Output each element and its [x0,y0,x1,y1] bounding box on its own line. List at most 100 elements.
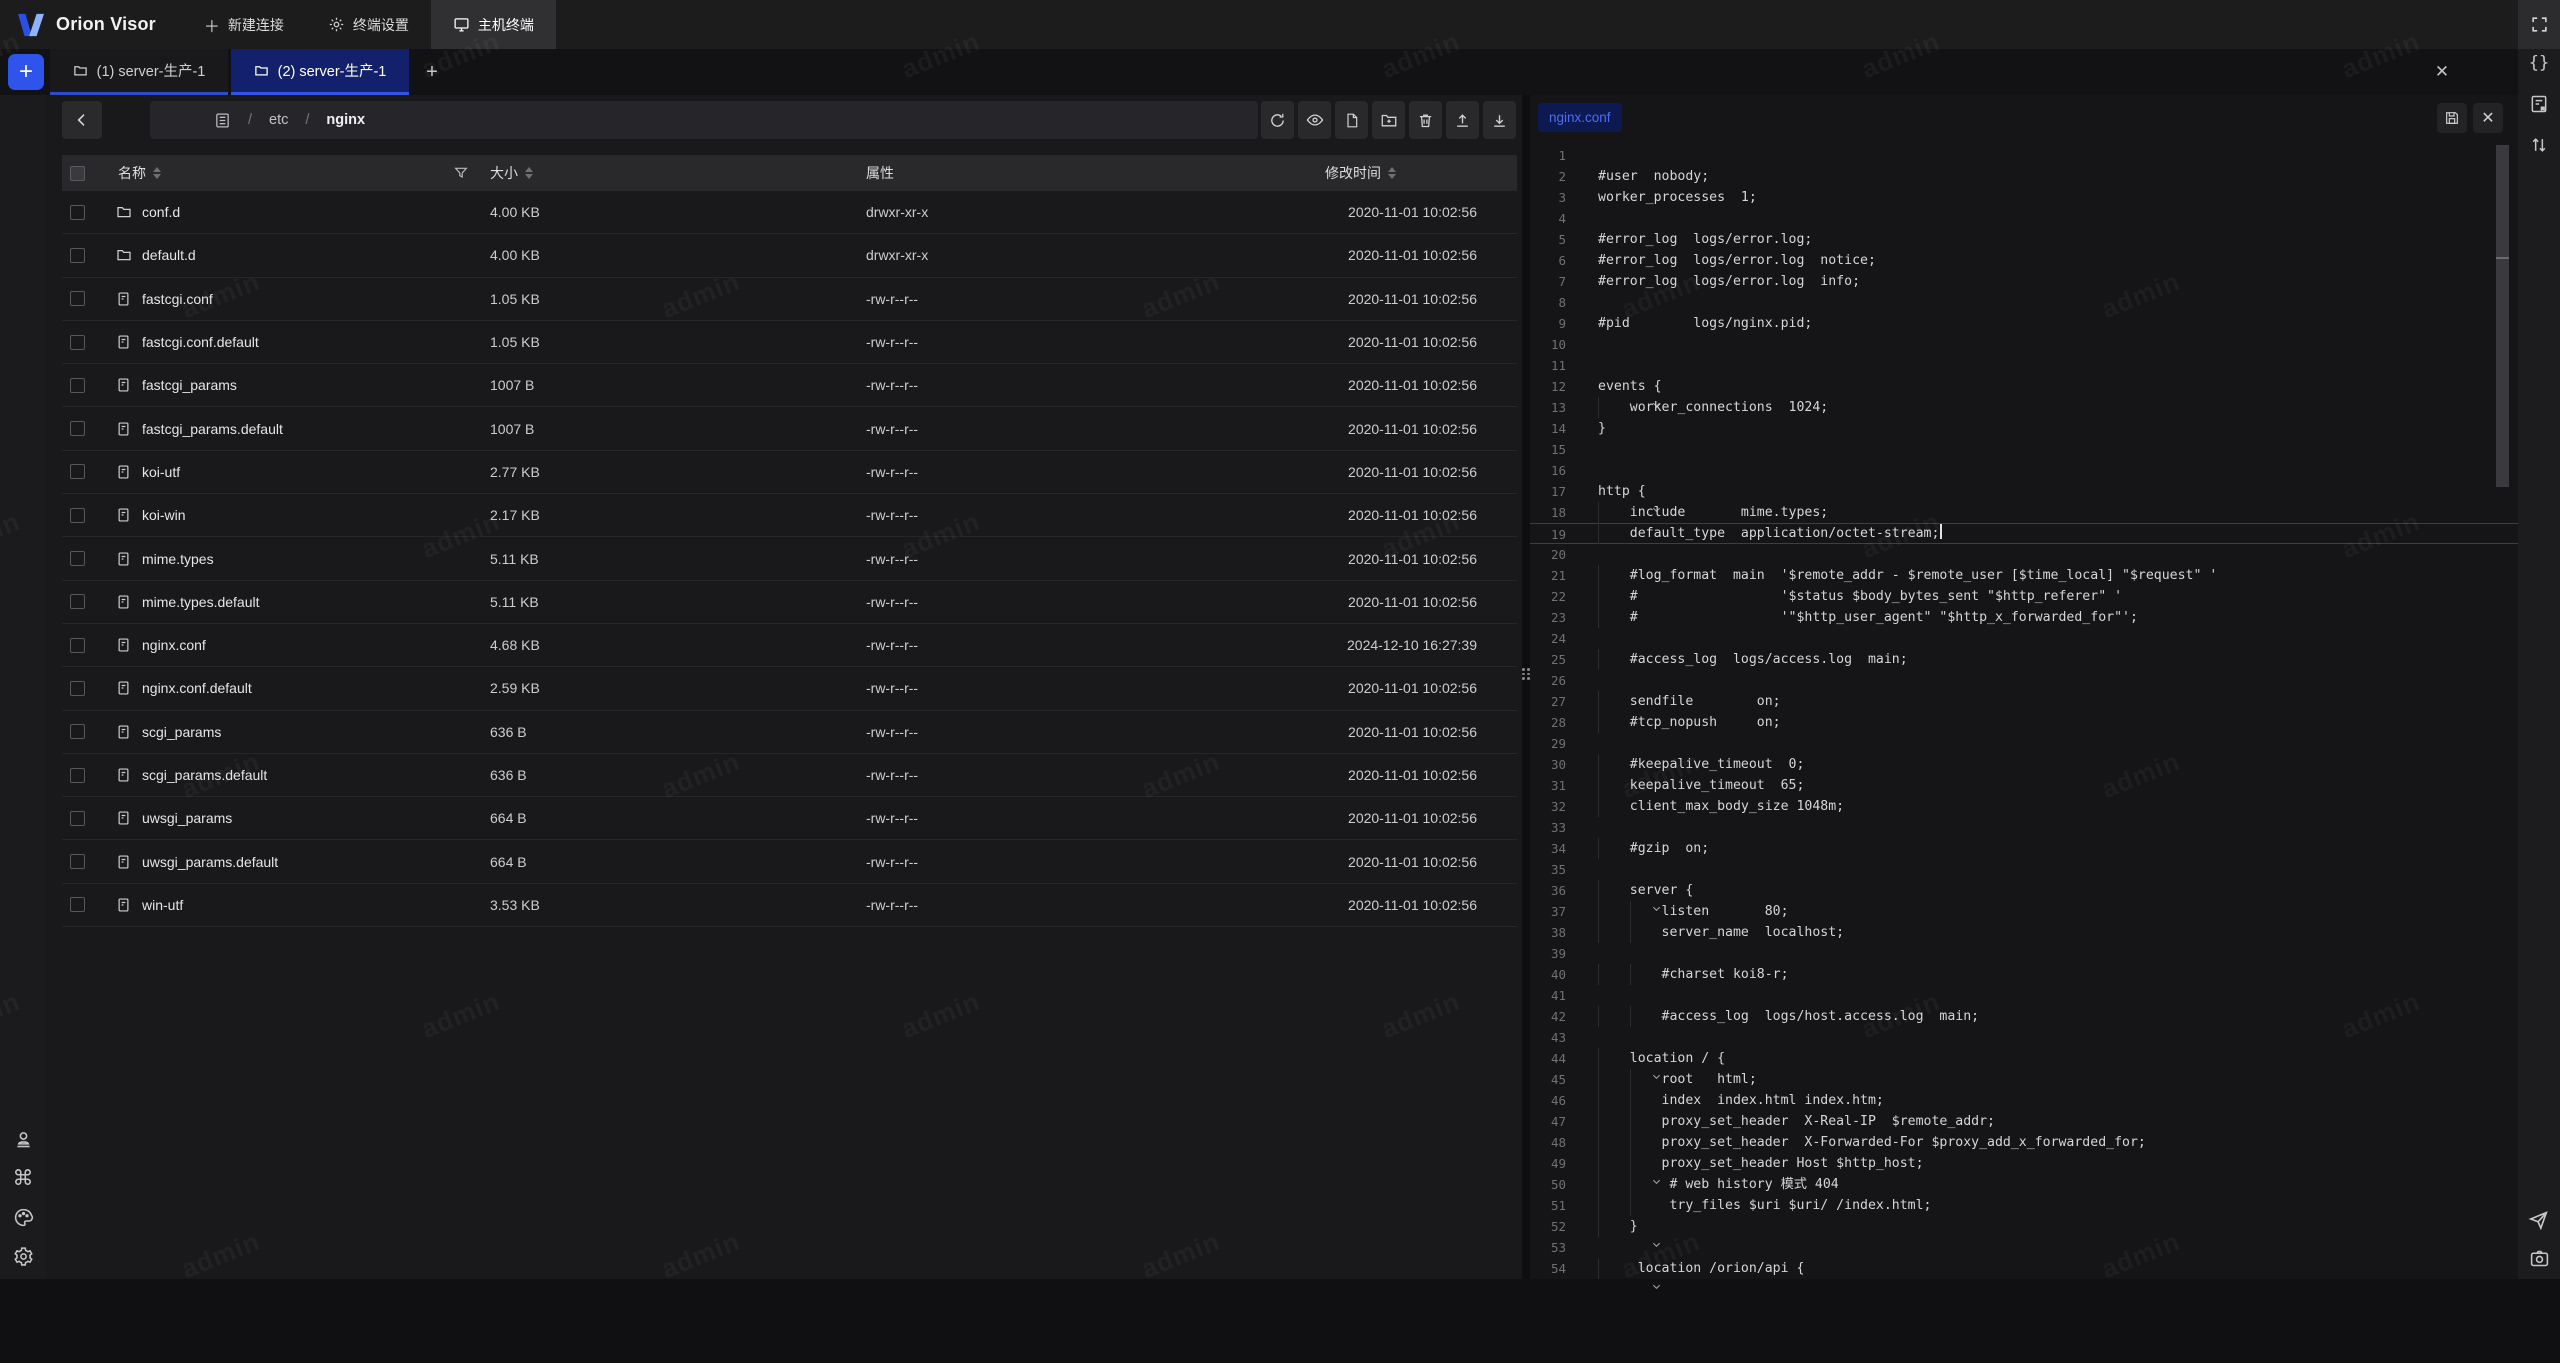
braces-icon[interactable]: {} [2528,53,2550,73]
code-line[interactable]: 10 [1530,334,2518,355]
filter-funnel-icon[interactable] [453,155,469,191]
terminal-tab[interactable]: (2) server-生产-1 [231,49,409,95]
code-line[interactable]: 32 client_max_body_size 1048m; [1530,796,2518,817]
add-tab-button[interactable]: + [426,60,438,83]
code-line[interactable]: 26 [1530,670,2518,691]
code-line[interactable]: 49 proxy_set_header Host $http_host; [1530,1153,2518,1185]
save-icon[interactable] [2437,103,2467,133]
file-row[interactable]: uwsgi_params.default 664 B -rw-r--r-- 20… [62,840,1517,884]
code-line[interactable]: 5 #error_log logs/error.log; [1530,229,2518,250]
row-checkbox[interactable] [70,321,85,363]
code-line[interactable]: 31 keepalive_timeout 65; [1530,775,2518,796]
code-line[interactable]: 11 [1530,355,2518,376]
menu-item-new-connection[interactable]: ＋ 新建连接 [182,0,306,49]
code-line[interactable]: 8 [1530,292,2518,313]
screenshot-camera-icon[interactable] [2529,1248,2550,1269]
terminal-tab[interactable]: (1) server-生产-1 [50,49,228,95]
code-line[interactable]: 53 [1530,1237,2518,1258]
preview-eye-button[interactable] [1298,101,1331,139]
send-plane-icon[interactable] [2528,1208,2550,1230]
editor-code-area[interactable]: 1 2 #user nobody; 3 worker_processes 1; … [1530,145,2518,1290]
file-name[interactable]: uwsgi_params [142,810,233,827]
code-line[interactable]: 30 #keepalive_timeout 0; [1530,754,2518,775]
file-name[interactable]: nginx.conf [142,637,206,654]
row-checkbox[interactable] [70,191,85,233]
row-checkbox[interactable] [70,364,85,406]
code-line[interactable]: 14 } [1530,418,2518,439]
upload-button[interactable] [1446,101,1479,139]
code-line[interactable]: 13 worker_connections 1024; [1530,397,2518,418]
code-line[interactable]: 37 listen 80; [1530,901,2518,922]
code-line[interactable]: 17 http { [1530,481,2518,513]
row-checkbox[interactable] [70,234,85,276]
code-line[interactable]: 9 #pid logs/nginx.pid; [1530,313,2518,334]
file-row[interactable]: scgi_params.default 636 B -rw-r--r-- 202… [62,754,1517,798]
code-line[interactable]: 20 [1530,544,2518,565]
code-line[interactable]: 52 } [1530,1216,2518,1248]
file-name[interactable]: mime.types.default [142,593,260,610]
menu-item-terminal-settings[interactable]: 终端设置 [306,0,431,49]
row-checkbox[interactable] [70,451,85,493]
fold-chevron-icon[interactable] [1572,879,1661,942]
file-row[interactable]: scgi_params 636 B -rw-r--r-- 2020-11-01 … [62,711,1517,754]
file-name[interactable]: default.d [142,247,196,264]
row-checkbox[interactable] [70,711,85,753]
palette-icon[interactable] [13,1207,34,1228]
file-row[interactable]: default.d 4.00 KB drwxr-xr-x 2020-11-01 … [62,234,1517,278]
fold-chevron-icon[interactable] [1572,1152,1661,1215]
sort-size-icon[interactable] [525,167,533,179]
file-name[interactable]: scgi_params.default [142,767,268,783]
fold-chevron-icon[interactable] [1572,480,1661,543]
fold-chevron-icon[interactable] [1572,1047,1661,1110]
row-checkbox[interactable] [70,624,85,666]
code-line[interactable]: 54 location /orion/api { [1530,1258,2518,1290]
new-folder-button[interactable] [1372,101,1405,139]
file-name[interactable]: fastcgi_params [142,377,237,394]
code-line[interactable]: 12 events { [1530,376,2518,408]
file-row[interactable]: mime.types 5.11 KB -rw-r--r-- 2020-11-01… [62,537,1517,581]
file-name[interactable]: nginx.conf.default [142,680,252,697]
code-line[interactable]: 24 [1530,628,2518,649]
editor-scrollbar-thumb[interactable] [2496,145,2509,487]
file-name[interactable]: scgi_params [142,723,222,740]
code-line[interactable]: 44 location / { [1530,1048,2518,1080]
row-checkbox[interactable] [70,667,85,709]
code-line[interactable]: 36 server { [1530,880,2518,912]
row-checkbox[interactable] [70,797,85,839]
code-line[interactable]: 46 index index.html index.htm; [1530,1090,2518,1111]
fold-chevron-icon[interactable] [1572,375,1661,438]
column-header-name[interactable]: 名称 [118,165,146,181]
user-icon[interactable] [13,1129,34,1150]
code-line[interactable]: 2 #user nobody; [1530,166,2518,187]
code-line[interactable]: 6 #error_log logs/error.log notice; [1530,250,2518,271]
code-line[interactable]: 7 #error_log logs/error.log info; [1530,271,2518,292]
code-line[interactable]: 41 [1530,985,2518,1006]
new-file-button[interactable] [1335,101,1368,139]
fold-chevron-icon[interactable] [1572,1215,1661,1278]
code-line[interactable]: 42 #access_log logs/host.access.log main… [1530,1006,2518,1027]
file-row[interactable]: fastcgi_params 1007 B -rw-r--r-- 2020-11… [62,364,1517,408]
refresh-button[interactable] [1261,101,1294,139]
breadcrumb[interactable]: / etc / nginx [150,101,1258,139]
fold-chevron-icon[interactable] [1572,1257,1661,1320]
download-button[interactable] [1483,101,1516,139]
code-line[interactable]: 39 [1530,943,2518,964]
file-name[interactable]: koi-win [142,507,186,524]
row-checkbox[interactable] [70,754,85,796]
menu-item-host-terminal[interactable]: 主机终端 [430,0,556,49]
code-line[interactable]: 48 proxy_set_header X-Forwarded-For $pro… [1530,1132,2518,1153]
breadcrumb-segment[interactable]: etc [269,112,289,128]
file-row[interactable]: conf.d 4.00 KB drwxr-xr-x 2020-11-01 10:… [62,191,1517,235]
code-line[interactable]: 51 try_files $uri $uri/ /index.html; [1530,1195,2518,1216]
code-line[interactable]: 34 #gzip on; [1530,838,2518,859]
code-line[interactable]: 43 [1530,1027,2518,1048]
code-line[interactable]: 40 #charset koi8-r; [1530,964,2518,985]
file-row[interactable]: fastcgi_params.default 1007 B -rw-r--r--… [62,407,1517,451]
sort-name-icon[interactable] [153,167,161,179]
fullscreen-icon[interactable] [2518,0,2560,49]
code-line[interactable]: 45 root html; [1530,1069,2518,1090]
code-line[interactable]: 25 #access_log logs/access.log main; [1530,649,2518,670]
file-name[interactable]: fastcgi.conf.default [142,334,259,351]
delete-trash-button[interactable] [1409,101,1442,139]
file-name[interactable]: koi-utf [142,463,181,480]
